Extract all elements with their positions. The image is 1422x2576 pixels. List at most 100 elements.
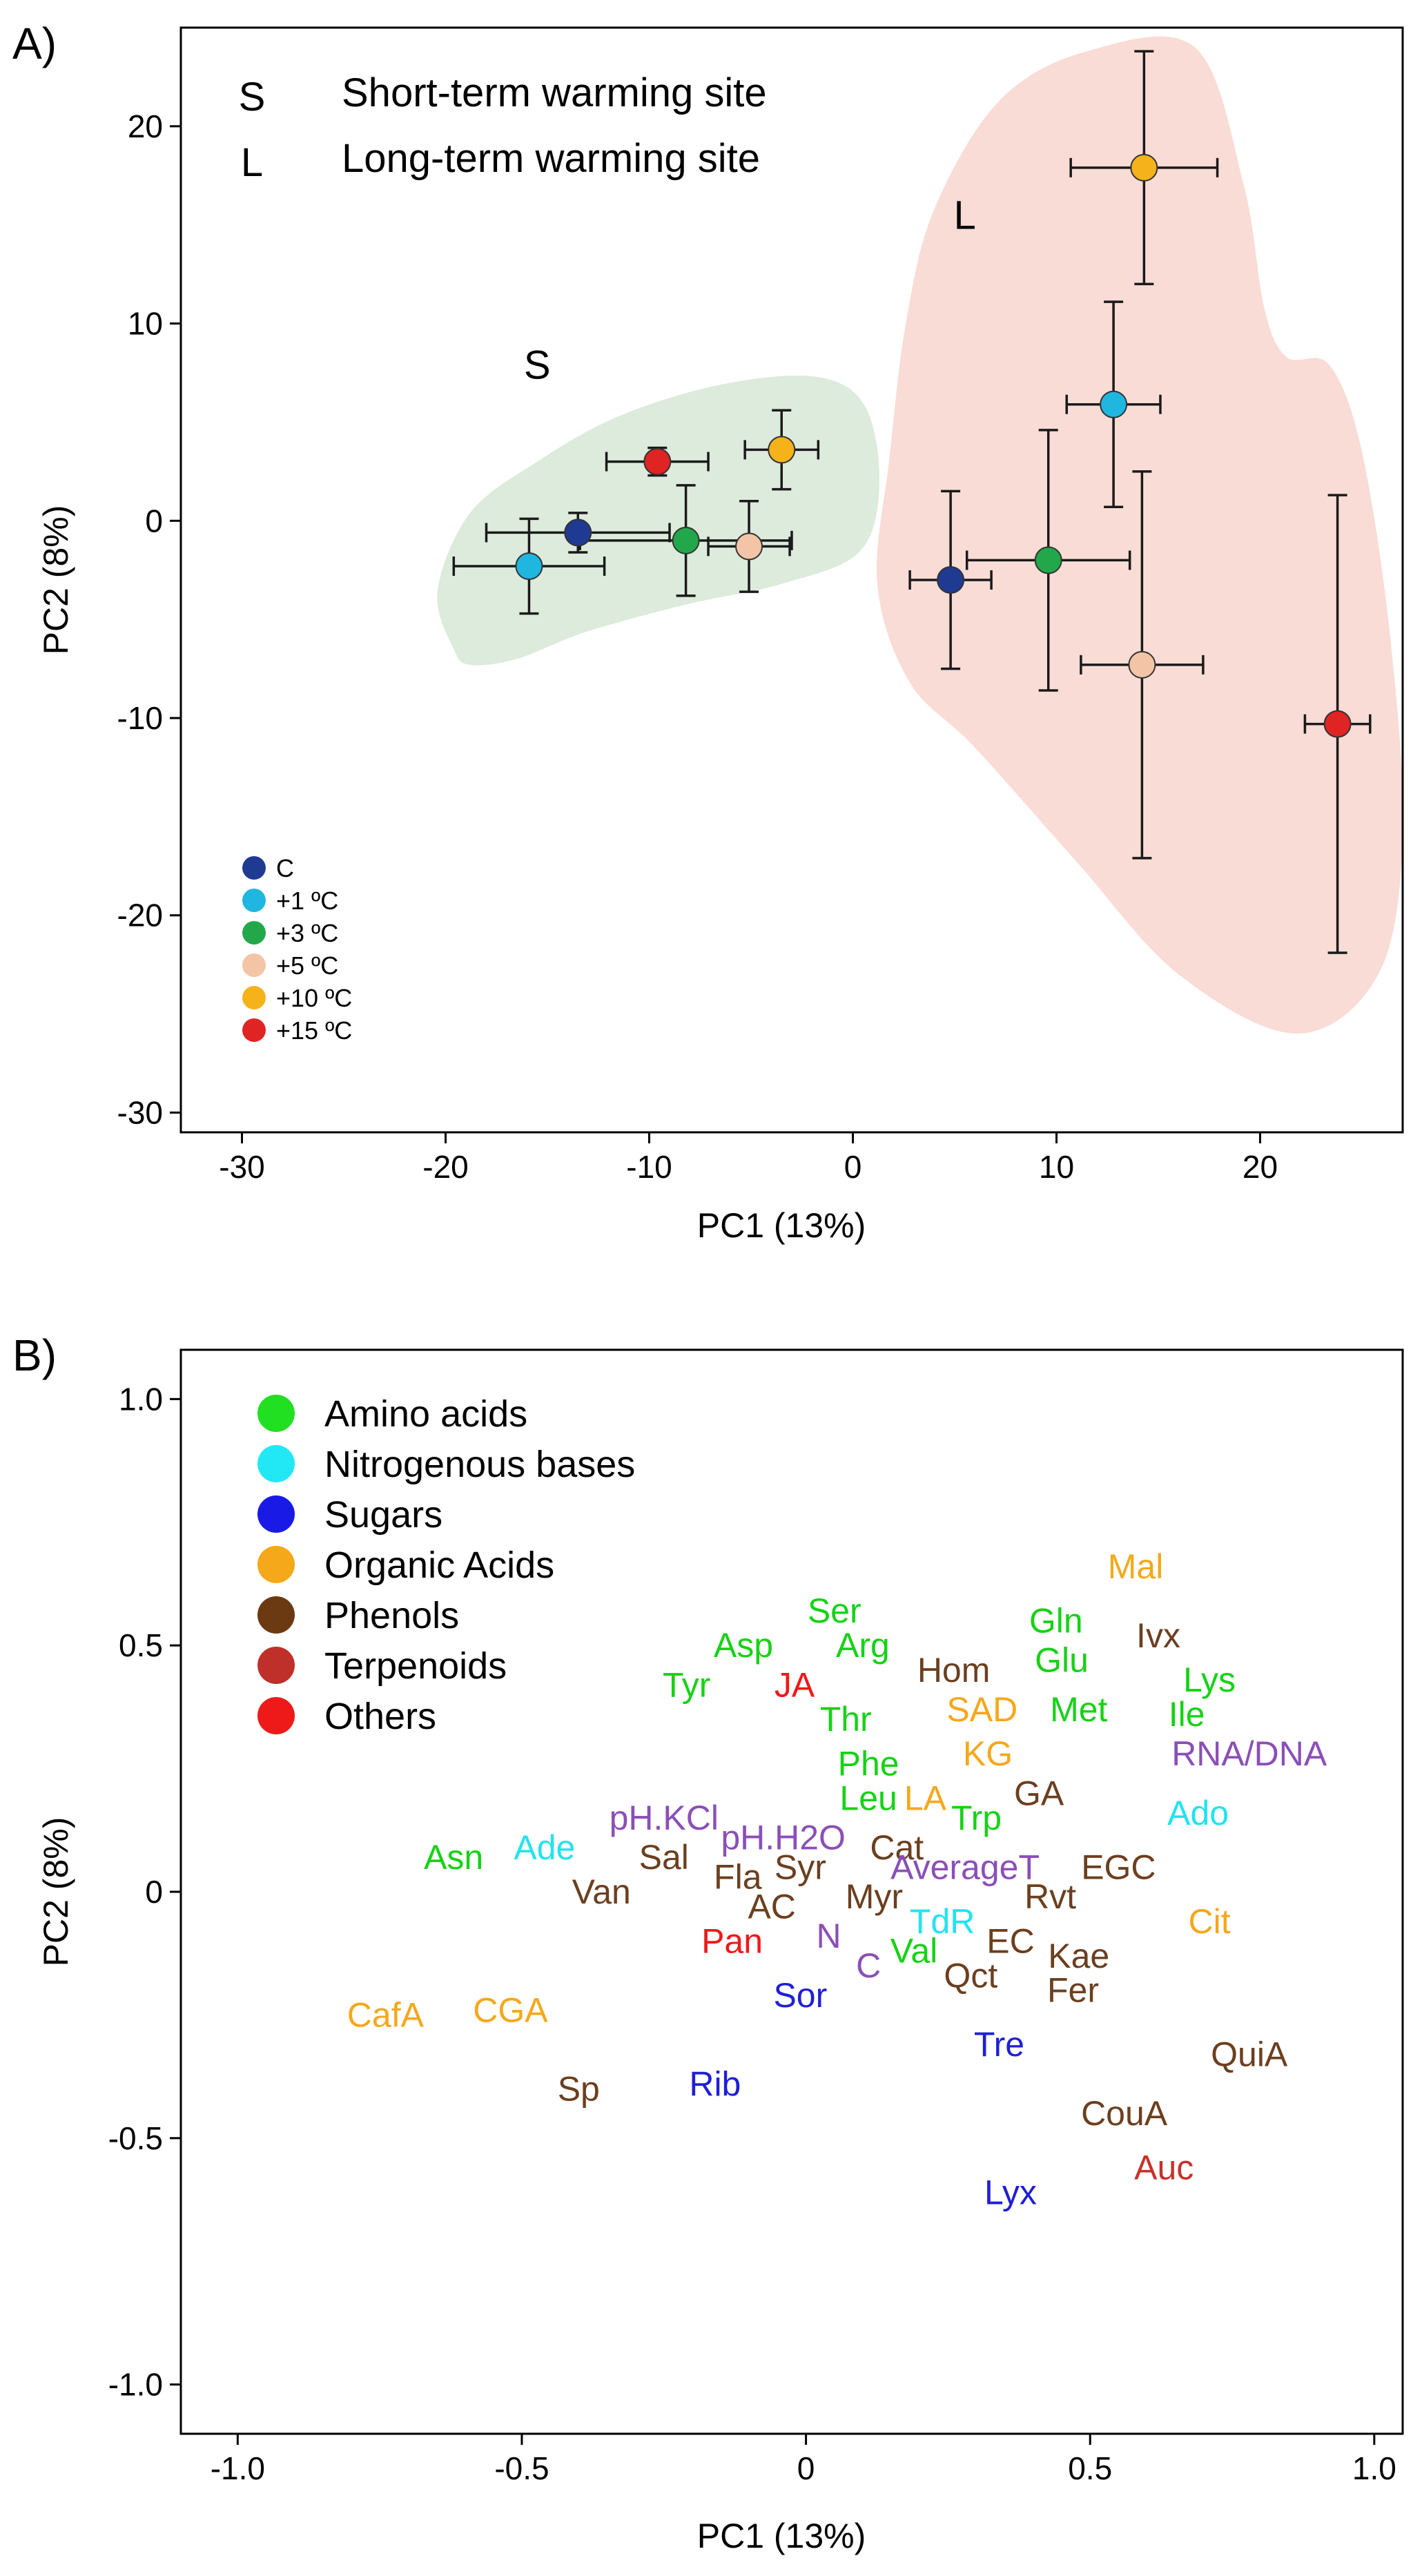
variable-label: Van	[572, 1872, 631, 1911]
variable-label: Asn	[424, 1838, 483, 1877]
site-group-label: L	[954, 193, 976, 238]
treatment-legend-label: +10 ºC	[276, 984, 352, 1012]
variable-label: Ivx	[1136, 1616, 1180, 1655]
variable-label: QuiA	[1211, 2035, 1288, 2074]
x-tick-label: -10	[626, 1149, 672, 1185]
y-tick-label: 20	[128, 108, 163, 144]
x-tick-label: 0	[844, 1149, 862, 1185]
variable-label: SAD	[946, 1690, 1017, 1729]
y-axis-ticks: -30 -20 -10 0 10 20	[117, 108, 181, 1130]
treatment-legend-swatch	[242, 889, 266, 912]
treatment-legend-label: +3 ºC	[276, 919, 338, 947]
panel-b-label: B)	[12, 1330, 57, 1380]
variable-label: Glu	[1035, 1641, 1089, 1680]
variable-label: Rib	[689, 2064, 741, 2103]
variable-label: Sal	[639, 1838, 689, 1877]
variable-label: CafA	[347, 1995, 425, 2034]
variable-label: KG	[963, 1734, 1013, 1773]
treatment-legend-label: +1 ºC	[276, 887, 338, 915]
category-legend-label: Nitrogenous bases	[324, 1444, 635, 1485]
category-legend-swatch	[257, 1445, 295, 1482]
x-tick-label: -20	[422, 1149, 468, 1185]
variable-label: CouA	[1081, 2094, 1168, 2133]
x-tick-label: 20	[1243, 1149, 1278, 1185]
variable-label: RNA/DNA	[1171, 1734, 1327, 1773]
variable-label: Qct	[944, 1956, 997, 1995]
variable-label: N	[816, 1917, 841, 1955]
treatment-legend: C +1 ºC +3 ºC +5 ºC +10 ºC +15 ºC	[242, 854, 352, 1045]
x-axis-ticks: -1.0 -0.5 0 0.5 1.0	[211, 2434, 1396, 2486]
panel-a-label: A)	[12, 19, 57, 68]
site-legend-code: L	[241, 140, 263, 185]
x-tick-label: 0.5	[1068, 2450, 1112, 2486]
x-tick-label: -30	[219, 1149, 264, 1185]
variable-label: Pan	[701, 1921, 763, 1960]
category-legend-label: Amino acids	[324, 1393, 527, 1435]
y-tick-label: -30	[117, 1094, 163, 1130]
site-legend-label: Long-term warming site	[342, 136, 760, 181]
site-group-label: S	[524, 343, 551, 388]
y-axis-title: PC2 (8%)	[37, 1817, 75, 1967]
y-tick-label: 0	[145, 1874, 163, 1910]
category-legend-swatch	[257, 1697, 295, 1734]
variable-label: Mal	[1108, 1547, 1164, 1586]
variable-label: Kae	[1048, 1937, 1109, 1975]
x-tick-label: -1.0	[211, 2450, 265, 2486]
variable-label: Phe	[838, 1744, 899, 1783]
long-term-site-region	[876, 36, 1403, 1034]
y-tick-label: 0.5	[119, 1627, 163, 1663]
variable-label: LA	[904, 1779, 947, 1817]
y-tick-label: 0	[145, 503, 163, 539]
y-axis-title: PC2 (8%)	[37, 505, 75, 655]
data-point	[735, 532, 763, 561]
variable-label: TdR	[910, 1902, 975, 1941]
variable-label: Asp	[714, 1626, 773, 1665]
y-tick-label: 10	[128, 306, 163, 342]
data-point	[768, 436, 796, 464]
panel-b: B) -1.0 -0.5 0 0.5 1.0 -1.0 -0.5 0 0.5 1.0 PC1 (…	[12, 1330, 1404, 2555]
variable-label: Syr	[775, 1848, 826, 1886]
category-legend: Amino acids Nitrogenous bases Sugars Organi…	[257, 1393, 635, 1737]
variable-label: Rvt	[1024, 1877, 1076, 1916]
variable-label: Thr	[820, 1700, 872, 1739]
category-legend-swatch	[257, 1546, 295, 1583]
y-axis-ticks: -1.0 -0.5 0 0.5 1.0	[108, 1381, 181, 2403]
variable-label: Cat	[870, 1828, 924, 1867]
y-tick-label: -0.5	[108, 2120, 163, 2156]
treatment-legend-swatch	[242, 1018, 266, 1042]
variable-label: JA	[775, 1665, 815, 1704]
treatment-legend-swatch	[242, 856, 266, 880]
x-tick-label: 1.0	[1352, 2450, 1396, 2486]
variable-label: Ile	[1169, 1695, 1205, 1734]
variable-label: GA	[1014, 1774, 1064, 1812]
data-point	[1323, 710, 1352, 738]
plot-a-frame	[179, 26, 1404, 1134]
variable-label: Ade	[514, 1828, 575, 1867]
variable-label: Gln	[1029, 1602, 1083, 1640]
category-legend-swatch	[257, 1395, 295, 1432]
variable-label: Lys	[1183, 1660, 1236, 1699]
data-points	[515, 153, 1352, 738]
variable-label: pH.H2O	[721, 1819, 846, 1857]
x-axis-title: PC1 (13%)	[697, 1206, 866, 1245]
variable-label: CGA	[473, 1991, 548, 2029]
variable-label: Ser	[808, 1591, 861, 1630]
variable-label: Sor	[773, 1976, 827, 2015]
treatment-legend-label: C	[276, 854, 294, 882]
x-tick-label: 10	[1039, 1149, 1074, 1185]
variable-label: Auc	[1134, 2149, 1194, 2187]
site-legend-code: S	[239, 75, 266, 119]
treatment-legend-swatch	[242, 953, 266, 977]
panel-a: A) -30 -20 -10 0 10 20 -30 -20 -10 0 10 20 PC1 (13…	[12, 19, 1404, 1245]
variable-label: Hom	[917, 1651, 991, 1689]
x-tick-label: -0.5	[494, 2450, 549, 2486]
variable-label: Ado	[1167, 1794, 1229, 1832]
variable-label: AverageT	[890, 1848, 1040, 1886]
category-legend-swatch	[257, 1596, 295, 1634]
data-point	[1100, 390, 1128, 418]
data-point	[1128, 650, 1156, 679]
variable-label: Val	[890, 1932, 938, 1970]
category-legend-label: Organic Acids	[324, 1544, 554, 1586]
category-legend-label: Phenols	[324, 1595, 459, 1636]
variable-label: pH.KCl	[610, 1799, 719, 1837]
